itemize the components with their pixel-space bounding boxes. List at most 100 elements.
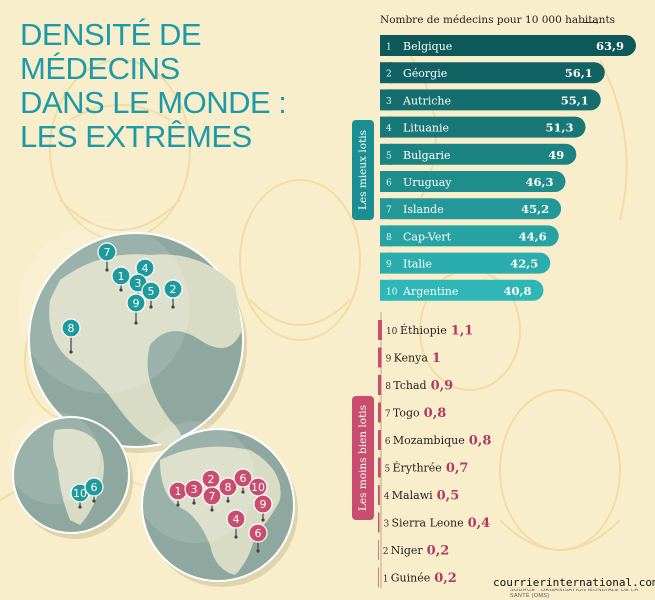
pin-africa-9: 4 <box>226 509 246 539</box>
pin-europe-4-label: 3 <box>135 277 142 290</box>
bar-top-2 <box>380 62 605 84</box>
rank-bottom-1: 10 <box>386 327 398 337</box>
pin-africa-10: 6 <box>248 523 268 553</box>
pin-sa-2-label: 6 <box>91 481 98 494</box>
source-note: SOURCE : ORGANISATION MONDIALE DE LA SAN… <box>510 587 639 599</box>
rank-bottom-7: 4 <box>384 492 390 502</box>
pin-europe-3: 1 <box>111 266 131 292</box>
pin-europe-8: 8 <box>61 318 81 354</box>
pin-africa-4: 7 <box>202 486 222 512</box>
bar-top-edge-2 <box>380 62 392 84</box>
value-bottom-2: 1 <box>432 351 441 366</box>
label-bottom-5: Mozambique <box>393 434 465 447</box>
rank-top-3: 3 <box>386 97 392 107</box>
pin-europe-6: 2 <box>163 279 183 309</box>
group-label-best-text: Les mieux lotis <box>357 129 370 211</box>
globe-south-america: 10 6 <box>7 411 133 539</box>
pin-africa-7-label: 10 <box>251 481 265 494</box>
pin-europe-7-label: 9 <box>133 297 140 310</box>
rank-top-9: 9 <box>386 260 392 270</box>
label-bottom-3: Tchad <box>393 379 426 392</box>
value-bottom-1: 1,1 <box>451 324 474 339</box>
pin-europe-8-label: 8 <box>68 322 75 335</box>
label-bottom-4: Togo <box>393 407 420 420</box>
bar-top-5 <box>380 143 577 165</box>
rank-top-5: 5 <box>386 151 392 161</box>
top-bars: 1 Belgique 63,9 2 Géorgie 56,1 3 Autriche 55,1 4 L… <box>380 35 636 301</box>
label-top-4: Lituanie <box>403 122 449 135</box>
credit: courrierinternational.com <box>493 576 655 589</box>
pin-africa-9-label: 4 <box>233 513 240 526</box>
label-bottom-6: Érythrée <box>393 461 442 475</box>
value-bottom-3: 0,9 <box>431 379 454 394</box>
bar-bottom-2 <box>378 347 382 368</box>
pin-africa-2: 3 <box>184 479 204 505</box>
bar-top-10 <box>380 279 544 301</box>
value-bottom-9: 0,2 <box>427 544 450 559</box>
globe-south-america-land <box>53 428 104 525</box>
bar-bottom-8 <box>378 512 380 533</box>
value-top-1: 63,9 <box>596 39 624 53</box>
bar-top-6 <box>380 171 566 192</box>
value-bottom-4: 0,8 <box>424 406 447 421</box>
pin-africa-6: 6 <box>233 468 253 494</box>
pin-africa-5: 8 <box>218 477 238 503</box>
globe-europe-land <box>49 254 242 446</box>
bar-top-3 <box>380 89 601 111</box>
bar-top-8 <box>380 225 559 247</box>
rank-bottom-6: 5 <box>385 465 391 475</box>
label-bottom-7: Malawi <box>392 489 433 502</box>
pin-africa-3-label: 2 <box>208 473 215 486</box>
group-label-worst-text: Les moins bien lotis <box>357 404 370 512</box>
unit-label: Nombre de médecins pour 10 000 habitants <box>380 14 616 26</box>
value-bottom-6: 0,7 <box>446 461 469 476</box>
value-top-6: 46,3 <box>525 175 553 189</box>
rank-bottom-5: 6 <box>385 437 391 447</box>
pin-africa-4-label: 7 <box>209 490 216 503</box>
rank-bottom-4: 7 <box>385 410 391 420</box>
bar-top-edge-7 <box>380 198 392 220</box>
globe-europe: 7 4 135 2 9 8 <box>18 222 247 453</box>
label-bottom-8: Sierra Leone <box>391 517 463 530</box>
label-top-7: Islande <box>403 203 444 216</box>
group-label-best: Les mieux lotis <box>352 120 374 220</box>
title-line-3: les extrêmes <box>20 119 252 154</box>
value-top-5: 49 <box>548 148 564 162</box>
rank-top-7: 7 <box>386 206 392 216</box>
value-bottom-10: 0,2 <box>434 571 457 586</box>
pin-africa-8-label: 9 <box>260 498 267 511</box>
bar-bottom-3 <box>378 375 382 395</box>
pin-africa-5-label: 8 <box>225 481 232 494</box>
pin-africa-7: 10 <box>248 477 268 505</box>
pin-sa-2: 6 <box>84 477 104 503</box>
pin-europe-1-label: 7 <box>104 246 111 259</box>
globe-south-america-highlight <box>7 411 100 504</box>
group-label-worst: Les moins bien lotis <box>352 396 374 520</box>
bar-bottom-10 <box>378 567 379 588</box>
bar-top-1 <box>380 35 636 56</box>
label-top-9: Italie <box>403 258 432 271</box>
title-line-2: dans le monde : <box>20 85 287 120</box>
label-top-5: Bulgarie <box>403 149 451 162</box>
rank-top-6: 6 <box>386 179 392 189</box>
label-top-8: Cap-Vert <box>403 230 452 243</box>
bar-bottom-9 <box>378 540 379 560</box>
bar-bottom-5 <box>378 430 381 450</box>
bar-top-edge-3 <box>380 89 392 111</box>
bar-top-edge-6 <box>380 171 392 192</box>
pin-europe-3-label: 1 <box>118 270 125 283</box>
rank-bottom-3: 8 <box>385 382 391 392</box>
bar-bottom-1 <box>378 320 382 340</box>
label-bottom-2: Kenya <box>394 352 429 365</box>
value-bottom-8: 0,4 <box>468 516 491 531</box>
bar-top-edge-8 <box>380 225 392 247</box>
label-top-2: Géorgie <box>403 67 447 80</box>
rank-bottom-8: 3 <box>383 520 389 530</box>
pin-europe-2-label: 4 <box>142 262 149 275</box>
bar-bottom-7 <box>378 485 380 505</box>
pin-europe-6-label: 2 <box>170 283 177 296</box>
rank-bottom-9: 2 <box>383 547 389 557</box>
value-top-2: 56,1 <box>565 66 593 80</box>
bar-top-edge-5 <box>380 143 392 165</box>
bar-top-edge-9 <box>380 252 392 274</box>
